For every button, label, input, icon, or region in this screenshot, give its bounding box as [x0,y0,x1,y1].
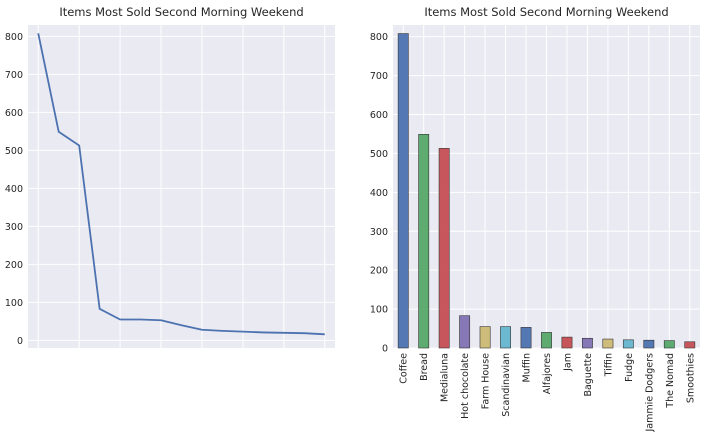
x-tick-label: Muffin [522,353,533,382]
bar [520,327,532,349]
x-tick-label: Farm House [481,353,492,409]
y-tick-label: 500 [370,149,388,160]
bar [684,341,696,349]
bar [602,338,614,349]
x-tick-label: Hot chocolate [460,353,471,419]
bar [418,134,430,349]
x-tick-label: Medialuna [440,353,451,402]
bar [561,336,573,349]
bar-chart-x-tick-labels: Coffee Bread Medialuna Hot chocolate Farm Ho… [399,353,697,433]
line-chart: 0 100 200 300 400 500 600 700 800 Items Most Sol… [5,5,335,348]
bar-chart-y-tick-labels: 0 100 200 300 400 500 600 700 800 [370,32,388,354]
bar [479,326,491,349]
x-tick-label: Smoothies [685,353,696,403]
y-tick-label: 800 [370,32,388,43]
y-tick-label: 800 [5,32,23,43]
x-tick-label: Tiffin [603,353,614,377]
bar-chart-title: Items Most Sold Second Morning Weekend [424,5,668,19]
bar [500,326,511,349]
bar [582,337,593,349]
x-tick-label: Bread [419,353,430,381]
y-tick-label: 600 [5,108,23,119]
bar [459,315,471,349]
x-tick-label: Scandinavian [501,353,512,417]
line-chart-title: Items Most Sold Second Morning Weekend [59,5,303,19]
x-tick-label: Jam [562,353,573,372]
y-tick-label: 500 [5,146,23,157]
x-tick-label: Jammie Dodgers [644,353,655,433]
bar [643,339,655,349]
bar [663,340,675,349]
y-tick-label: 200 [5,260,23,271]
x-tick-label: Baguette [583,353,594,397]
y-tick-label: 700 [370,71,388,82]
y-tick-label: 400 [5,184,23,195]
y-tick-label: 100 [5,298,23,309]
bar [438,148,450,349]
y-tick-label: 400 [370,188,388,199]
y-tick-label: 700 [5,70,23,81]
bar [397,33,409,349]
y-tick-label: 300 [370,227,388,238]
line-chart-series [37,33,325,336]
x-tick-label: Coffee [399,353,410,384]
y-tick-label: 300 [5,222,23,233]
bar [622,339,634,349]
x-tick-label: Fudge [624,353,635,382]
series-line [37,33,325,336]
y-tick-label: 600 [370,110,388,121]
y-tick-label: 100 [370,305,388,316]
y-tick-label: 0 [17,336,23,347]
y-tick-label: 200 [370,266,388,277]
x-tick-label: Alfajores [542,353,553,394]
x-tick-label: The Nomad [665,353,676,409]
line-chart-plot-area [28,25,335,348]
bar [541,332,552,349]
line-chart-y-tick-labels: 0 100 200 300 400 500 600 700 800 [5,32,23,347]
y-tick-label: 0 [382,344,388,355]
bar-chart-bars [397,33,696,349]
bar-chart: 0 100 200 300 400 500 600 700 800 Coffee Bread Med… [370,5,700,433]
